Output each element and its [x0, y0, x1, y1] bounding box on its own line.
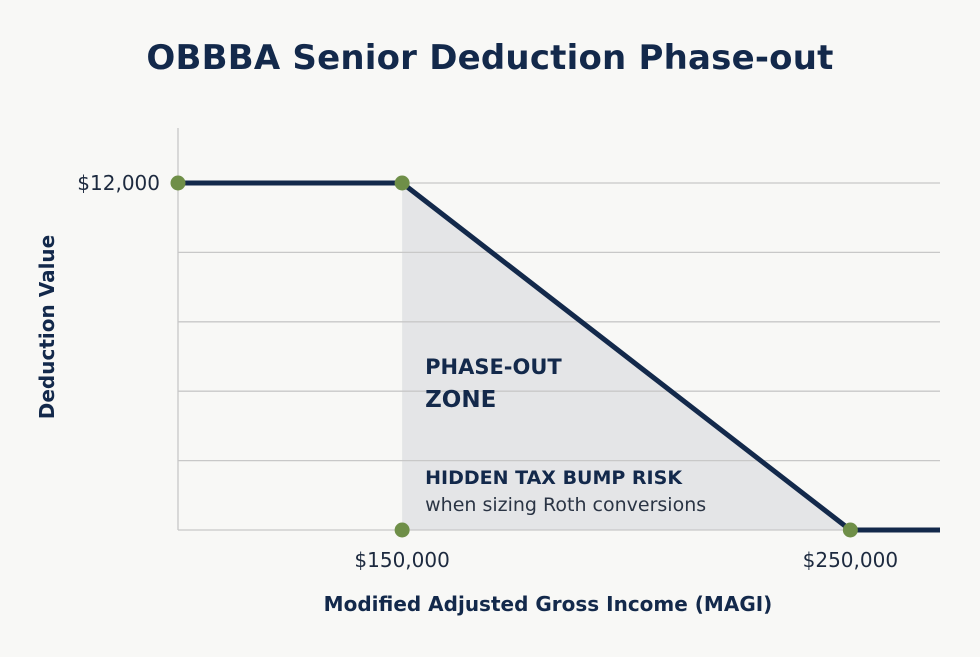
risk-annotation-title: HIDDEN TAX BUMP RISK	[425, 467, 683, 489]
risk-annotation-subtitle: when sizing Roth conversions	[425, 494, 706, 516]
axis-ticks: $12,000 $150,000 $250,000	[77, 171, 898, 572]
x-tick-label: $250,000	[803, 548, 898, 572]
data-point-marker	[394, 522, 410, 538]
data-point-marker	[394, 175, 410, 191]
x-tick-label: $150,000	[354, 548, 449, 572]
series-line	[178, 180, 940, 533]
x-axis-label: Modified Adjusted Gross Income (MAGI)	[323, 592, 773, 616]
data-markers	[170, 175, 858, 538]
chart-title: OBBBA Senior Deduction Phase-out	[146, 38, 834, 78]
zone-label-line1: PHASE-OUT	[425, 355, 562, 379]
y-tick-label: $12,000	[77, 171, 160, 195]
data-point-marker	[842, 522, 858, 538]
data-point-marker	[170, 175, 186, 191]
y-axis-label: Deduction Value	[35, 234, 59, 420]
zone-label-line2: ZONE	[425, 387, 496, 413]
gridlines	[178, 182, 940, 531]
